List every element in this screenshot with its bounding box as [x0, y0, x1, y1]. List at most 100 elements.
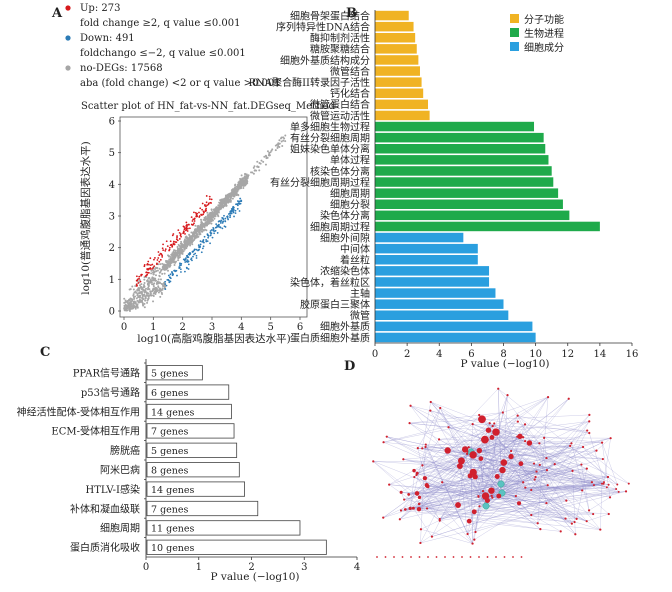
gene-node — [438, 519, 441, 522]
point-no-deg — [230, 189, 233, 192]
gene-node — [581, 489, 584, 492]
bar — [375, 299, 504, 309]
point-no-deg — [281, 144, 284, 147]
network-edge — [485, 476, 609, 507]
network-edge — [386, 436, 492, 496]
point-no-deg — [128, 309, 131, 312]
point-up — [147, 271, 150, 274]
gene-node — [429, 400, 432, 404]
network-edge — [448, 427, 618, 485]
point-no-deg — [143, 306, 146, 309]
gene-node — [439, 406, 442, 410]
point-no-deg — [128, 288, 131, 291]
point-down — [234, 209, 237, 212]
point-no-deg — [149, 290, 152, 293]
point-up — [135, 279, 138, 282]
bar — [146, 384, 230, 400]
gene-node — [588, 420, 591, 423]
bar-label: 5 genes — [151, 369, 189, 380]
point-up — [185, 224, 188, 227]
point-down — [184, 261, 187, 263]
gene-node — [545, 501, 548, 505]
network-edge — [467, 488, 617, 535]
point-no-deg — [154, 267, 157, 270]
bar-label: 10 genes — [151, 543, 195, 554]
x-axis-label: P value (−log10) — [210, 571, 299, 583]
gene-node — [491, 496, 494, 499]
point-down — [209, 242, 211, 245]
network-edge — [539, 443, 629, 484]
bar — [146, 481, 245, 497]
bar — [146, 403, 232, 420]
point-up — [193, 218, 196, 221]
gene-node — [488, 487, 495, 494]
point-up — [207, 203, 210, 206]
point-no-deg — [278, 139, 281, 142]
point-no-deg — [135, 297, 138, 300]
point-up — [168, 249, 170, 252]
gene-node — [471, 423, 474, 426]
gene-node — [585, 467, 588, 470]
legend-label: 生物进程 — [524, 27, 564, 40]
point-no-deg — [199, 218, 202, 221]
point-no-deg — [266, 150, 269, 153]
point-no-deg — [152, 289, 155, 292]
network-edge — [534, 450, 597, 480]
network-edge — [419, 460, 462, 505]
legend-label: 细胞成分 — [524, 41, 564, 54]
point-no-deg — [277, 143, 280, 146]
network-edge — [517, 415, 604, 484]
point-no-deg — [182, 250, 185, 253]
scatter-points — [123, 134, 287, 312]
network-edge — [481, 419, 590, 434]
gene-node — [492, 428, 500, 436]
point-no-deg — [131, 285, 134, 288]
network-edge — [469, 521, 561, 532]
x-tick-label: 5 — [267, 322, 273, 333]
point-no-deg — [147, 298, 150, 301]
point-no-deg — [212, 212, 215, 215]
network-edge — [492, 464, 582, 498]
point-no-deg — [151, 294, 154, 297]
point-up — [193, 220, 196, 222]
gene-node — [523, 423, 527, 426]
point-no-deg — [128, 303, 131, 306]
x-tick-label: 1 — [196, 562, 202, 573]
gene-node — [524, 486, 527, 489]
gene-node — [486, 556, 489, 558]
network-edge — [474, 468, 587, 540]
point-up — [168, 246, 171, 249]
point-no-deg — [172, 257, 175, 260]
point-no-deg — [242, 178, 245, 181]
point-up — [147, 260, 150, 263]
point-down — [174, 270, 177, 273]
category-label: p53信号通路 — [81, 386, 140, 399]
point-no-deg — [129, 306, 132, 309]
point-no-deg — [207, 222, 210, 225]
gene-node — [473, 538, 476, 541]
gene-node — [569, 444, 572, 447]
bar — [375, 188, 559, 198]
point-no-deg — [135, 291, 138, 294]
network-edge — [498, 495, 561, 532]
gene-node — [424, 445, 427, 449]
category-label: 蛋白质消化吸收 — [70, 541, 140, 554]
point-no-deg — [152, 277, 155, 280]
legend-swatch — [510, 42, 519, 51]
network-edge — [419, 483, 603, 505]
point-down — [203, 235, 206, 238]
network-edge — [609, 488, 617, 498]
category-label: 有丝分裂细胞周期过程 — [270, 176, 370, 189]
gene-node — [567, 397, 570, 400]
point-no-deg — [127, 302, 130, 305]
point-no-deg — [162, 266, 165, 269]
point-no-deg — [237, 184, 240, 187]
point-no-deg — [143, 285, 146, 288]
point-no-deg — [148, 288, 151, 291]
point-no-deg — [227, 201, 230, 204]
point-no-deg — [210, 222, 213, 225]
point-no-deg — [172, 254, 175, 257]
gene-node — [417, 495, 422, 500]
point-up — [183, 230, 185, 233]
point-no-deg — [264, 163, 267, 166]
